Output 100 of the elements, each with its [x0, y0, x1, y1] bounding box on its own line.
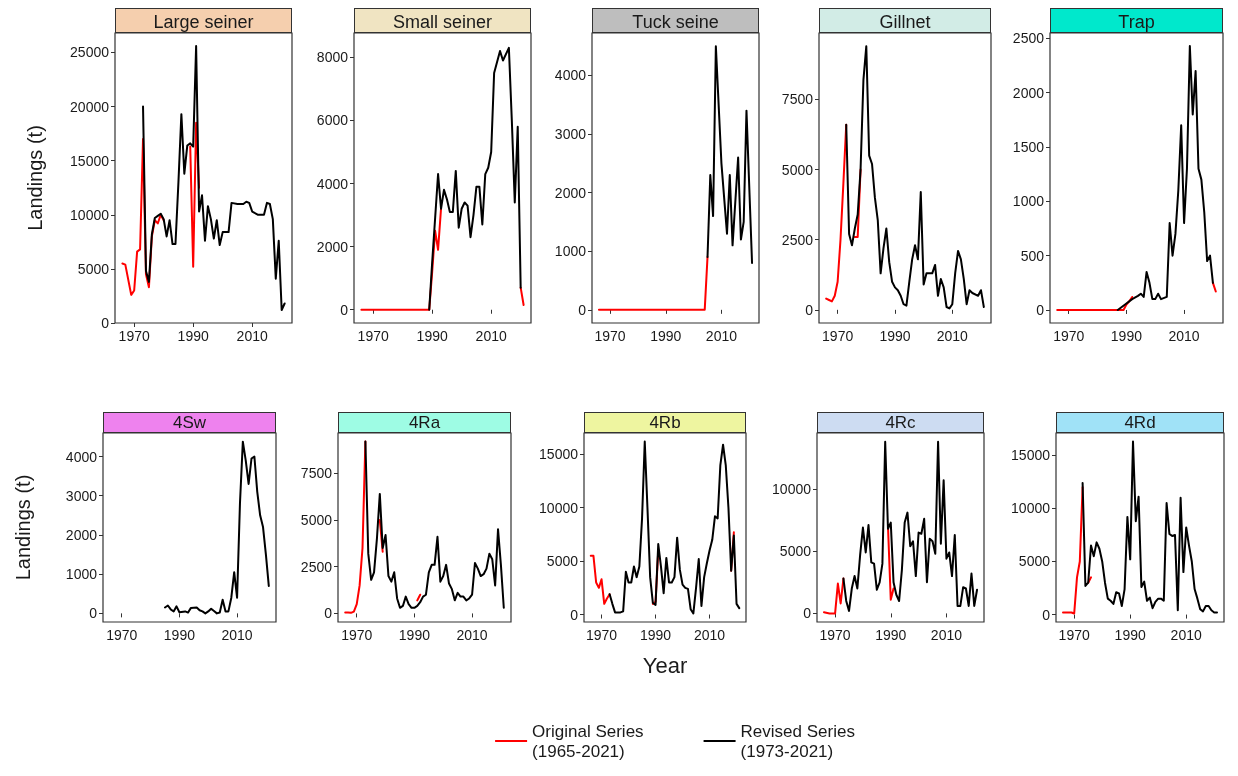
x-tick-label: 1990 [879, 328, 911, 344]
y-tick-label: 15000 [539, 446, 579, 463]
x-tick-label: 1970 [1058, 627, 1090, 643]
y-tick-label: 10000 [539, 499, 579, 516]
y-tick-label: 5000 [781, 161, 814, 178]
x-tick-label: 1970 [819, 627, 851, 643]
chart-title: Trap [1118, 11, 1155, 32]
x-tick-label: 1990 [398, 627, 431, 643]
chart-title: Tuck seine [632, 11, 719, 32]
y-tick-label: 5000 [1018, 553, 1051, 570]
y-tick-label: 0 [89, 605, 98, 622]
x-tick-label: 2010 [705, 328, 738, 344]
y-tick-label: 3000 [65, 487, 98, 504]
x-tick-label: 2010 [475, 328, 507, 344]
x-tick-label: 2010 [221, 627, 253, 643]
x-tick-label: 1970 [118, 328, 150, 344]
x-tick-label: 1990 [163, 627, 196, 643]
y-tick-label: 0 [1036, 301, 1045, 318]
y-tick-label: 0 [101, 315, 110, 331]
y-tick-label: 1500 [1012, 139, 1045, 156]
x-tick-label: 2010 [930, 627, 963, 643]
y-tick-label: 2500 [300, 558, 333, 575]
line-series [706, 45, 754, 264]
x-tick-label: 1990 [650, 328, 682, 344]
y-tick-label: 0 [570, 606, 579, 623]
y-tick-label: 2500 [781, 231, 814, 248]
chart-title: 4Rd [1124, 413, 1156, 432]
y-tick-label: 0 [803, 605, 812, 622]
y-tick-label: 0 [324, 605, 333, 622]
y-tick-label: 25000 [70, 44, 110, 61]
line-series [1081, 440, 1218, 614]
line-series [1116, 45, 1214, 311]
y-tick-label: 10000 [70, 206, 110, 223]
y-tick-label: 1000 [1012, 193, 1045, 210]
chart-title: 4Rb [649, 413, 681, 432]
x-tick-label: 1970 [822, 328, 854, 344]
y-tick-label: 5000 [779, 543, 812, 560]
y-tick-label: 5000 [77, 260, 110, 277]
y-tick-label: 15000 [70, 152, 110, 169]
legend-label: Revised Series (1973-2021) [740, 721, 855, 761]
y-tick-label: 8000 [316, 49, 349, 66]
chart-title: 4Sw [172, 413, 207, 432]
y-tick-label: 20000 [70, 98, 110, 115]
line-series [608, 440, 741, 615]
chart-title: 4Rc [885, 413, 917, 432]
line-series [845, 45, 985, 310]
y-tick-label: 5000 [300, 512, 333, 529]
y-tick-label: 15000 [1011, 447, 1051, 464]
y-tick-label: 1000 [65, 566, 98, 583]
x-tick-label: 1970 [357, 328, 389, 344]
chart-title: Gillnet [879, 11, 931, 32]
y-tick-label: 0 [1042, 606, 1051, 623]
x-tick-label: 1990 [639, 627, 672, 643]
y-axis-title: Landings (t) [24, 125, 46, 231]
x-tick-label: 1970 [1053, 328, 1085, 344]
x-tick-label: 1970 [106, 627, 138, 643]
x-tick-label: 1990 [1110, 328, 1143, 344]
x-tick-label: 1970 [594, 328, 626, 344]
line-series [364, 440, 505, 609]
line-series [142, 44, 286, 312]
y-tick-label: 10000 [1011, 500, 1051, 517]
y-tick-label: 2000 [65, 526, 98, 543]
x-tick-label: 2010 [1168, 328, 1200, 344]
y-tick-label: 0 [340, 301, 349, 318]
chart-title: 4Ra [408, 413, 441, 432]
x-tick-label: 1990 [1114, 627, 1146, 643]
x-tick-label: 2010 [1170, 627, 1202, 643]
y-tick-label: 7500 [781, 91, 814, 108]
x-tick-label: 2010 [936, 328, 969, 344]
y-tick-label: 500 [1020, 247, 1045, 264]
line-series [428, 46, 522, 311]
y-tick-label: 7500 [300, 465, 333, 482]
chart-title: Large seiner [153, 11, 254, 32]
y-tick-label: 10000 [772, 480, 812, 497]
x-tick-label: 1990 [875, 627, 907, 643]
line-series [842, 440, 979, 612]
y-tick-label: 4000 [316, 175, 349, 192]
line-series [163, 440, 270, 615]
x-tick-label: 2010 [693, 627, 726, 643]
chart-title: Small seiner [392, 11, 493, 32]
x-tick-label: 2010 [236, 328, 268, 344]
x-tick-label: 1990 [177, 328, 209, 344]
y-tick-label: 2500 [1012, 30, 1045, 47]
y-tick-label: 2000 [554, 184, 587, 201]
x-tick-label: 1990 [416, 328, 448, 344]
x-tick-label: 1970 [341, 627, 373, 643]
y-tick-label: 1000 [554, 243, 587, 260]
y-tick-label: 3000 [554, 126, 587, 143]
x-tick-label: 2010 [456, 627, 488, 643]
y-axis-title: Landings (t) [12, 474, 34, 581]
y-tick-label: 4000 [65, 448, 98, 465]
y-tick-label: 0 [805, 301, 814, 318]
legend-label: Original Series (1965-2021) [532, 721, 644, 761]
y-tick-label: 2000 [316, 238, 349, 255]
y-tick-label: 5000 [546, 553, 579, 570]
x-axis-title: Year [642, 652, 688, 678]
y-tick-label: 2000 [1012, 84, 1045, 101]
x-tick-label: 1970 [585, 627, 618, 643]
y-tick-label: 0 [578, 301, 587, 318]
y-tick-label: 4000 [554, 67, 587, 84]
